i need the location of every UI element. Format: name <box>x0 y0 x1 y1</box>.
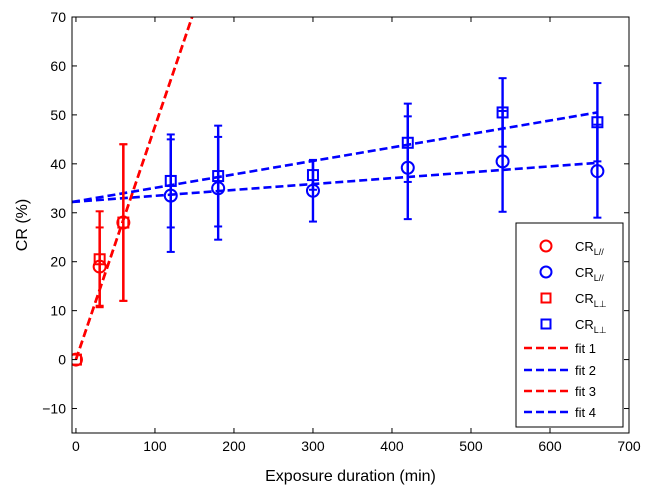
x-tick-label: 300 <box>301 438 325 454</box>
x-tick-label: 100 <box>143 438 167 454</box>
legend-label: fit 3 <box>575 384 596 399</box>
circle-marker <box>539 239 553 253</box>
x-tick-label: 0 <box>72 438 80 454</box>
x-tick-label: 600 <box>538 438 562 454</box>
legend-label-subscript: L// <box>594 247 605 257</box>
y-tick-label: 50 <box>50 107 66 123</box>
legend-label: CRL⊥ <box>575 291 607 309</box>
circle-marker <box>495 154 510 169</box>
legend-label-main: CR <box>575 239 594 254</box>
x-tick-label: 700 <box>617 438 641 454</box>
legend-label-subscript: L// <box>594 273 605 283</box>
square-marker <box>401 136 414 149</box>
legend-label-main: CR <box>575 265 594 280</box>
y-tick-label: 40 <box>50 156 66 172</box>
square-marker <box>93 253 106 266</box>
y-tick-label: 70 <box>50 9 66 25</box>
square-marker <box>540 292 552 304</box>
legend-label: fit 4 <box>575 405 596 420</box>
y-tick-label: −10 <box>42 401 66 417</box>
square-marker <box>212 170 225 183</box>
legend-label-subscript: L⊥ <box>594 299 607 309</box>
square-marker <box>540 318 552 330</box>
square-marker <box>72 353 82 366</box>
y-tick-label: 60 <box>50 58 66 74</box>
legend-label: CRL⊥ <box>575 317 607 335</box>
fit-line <box>72 161 598 204</box>
fit-line <box>74 17 194 361</box>
x-tick-label: 200 <box>222 438 246 454</box>
y-axis-label: CR (%) <box>14 199 31 251</box>
legend-label: CRL// <box>575 265 604 283</box>
legend-box <box>515 222 624 428</box>
legend-label: fit 1 <box>575 341 596 356</box>
plot-frame <box>71 16 630 434</box>
fit-line <box>72 111 598 204</box>
legend-label-subscript: L⊥ <box>594 325 607 335</box>
x-axis-label: Exposure duration (min) <box>265 468 436 485</box>
circle-marker <box>590 164 605 179</box>
y-tick-label: 10 <box>50 303 66 319</box>
y-tick-label: 0 <box>58 352 66 368</box>
square-marker <box>496 106 509 119</box>
x-tick-label: 500 <box>459 438 483 454</box>
square-marker <box>591 116 604 129</box>
circle-marker <box>539 265 553 279</box>
square-marker <box>306 169 319 182</box>
legend-label-main: CR <box>575 317 594 332</box>
legend-label-main: CR <box>575 291 594 306</box>
legend-label: fit 2 <box>575 363 596 378</box>
square-marker <box>164 174 177 187</box>
y-tick-label: 30 <box>50 205 66 221</box>
square-marker <box>117 216 130 229</box>
y-tick-label: 20 <box>50 254 66 270</box>
legend-label: CRL// <box>575 239 604 257</box>
x-tick-label: 400 <box>380 438 404 454</box>
